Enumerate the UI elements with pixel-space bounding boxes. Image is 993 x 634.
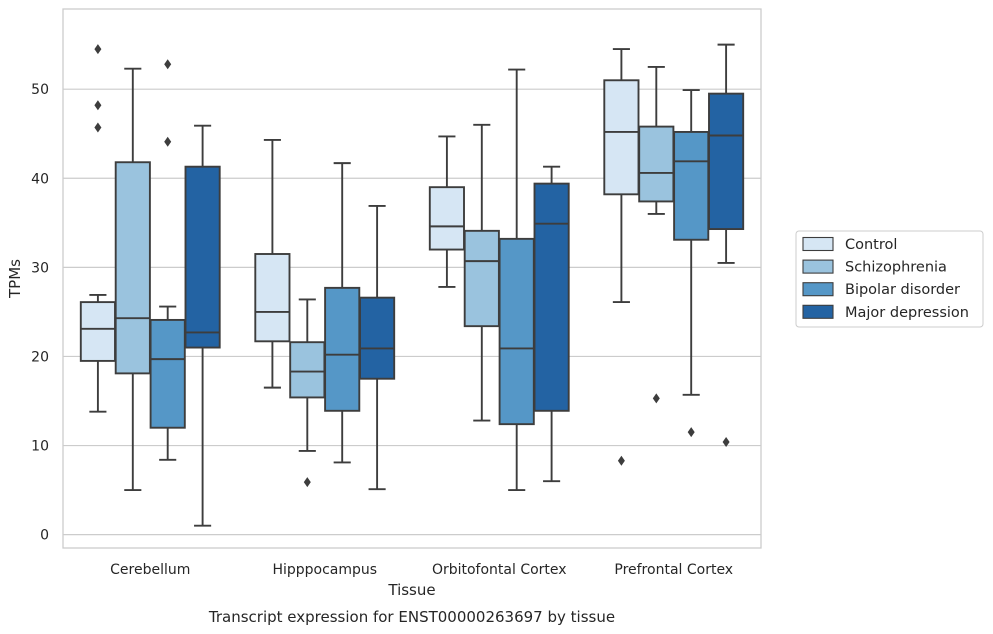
- box: [149, 318, 186, 429]
- box: [603, 79, 640, 196]
- outlier-point: [94, 44, 102, 55]
- y-tick-label: 20: [31, 349, 49, 365]
- box: [463, 229, 500, 328]
- y-tick-label: 50: [31, 82, 49, 98]
- box: [673, 130, 710, 241]
- y-axis-title: TPMs: [6, 259, 24, 299]
- legend-label: Control: [845, 237, 897, 253]
- box: [708, 92, 745, 231]
- y-tick-labels: 0 10 20 30 40 50: [31, 82, 49, 543]
- box: [114, 161, 151, 375]
- x-axis-title: Tissue: [387, 581, 435, 599]
- box: [79, 301, 116, 362]
- box: [498, 237, 535, 426]
- x-tick-label: Orbitofontal Cortex: [432, 562, 567, 578]
- box: [324, 286, 361, 412]
- outlier-point: [94, 100, 102, 111]
- box: [359, 296, 396, 380]
- outlier-point: [164, 136, 172, 147]
- outlier-point: [303, 477, 311, 488]
- legend: Control Schizophrenia Bipolar disorder Majo…: [795, 230, 984, 328]
- y-tick-label: 30: [31, 260, 49, 276]
- plot-frame: [62, 8, 762, 549]
- box: [254, 253, 291, 343]
- x-tick-labels: Cerebellum Hipppocampus Orbitofontal Corte…: [110, 562, 733, 578]
- legend-label: Bipolar disorder: [845, 282, 960, 298]
- chart-caption: Transcript expression for ENST0000026369…: [208, 608, 615, 626]
- outlier-point: [94, 122, 102, 133]
- legend-label: Major depression: [845, 305, 969, 321]
- y-tick-label: 0: [40, 528, 49, 544]
- x-tick-label: Hipppocampus: [272, 562, 377, 578]
- box-groups: [79, 43, 745, 527]
- outlier-point: [164, 59, 172, 70]
- y-tick-label: 10: [31, 439, 49, 455]
- series-control: [79, 44, 640, 466]
- series-schizophrenia: [114, 65, 675, 492]
- y-tick-label: 40: [31, 171, 49, 187]
- x-tick-label: Prefrontal Cortex: [614, 562, 733, 578]
- legend-swatch: [802, 282, 834, 297]
- x-tick-label: Cerebellum: [110, 562, 190, 578]
- outlier-point: [687, 427, 695, 438]
- outlier-point: [617, 455, 625, 466]
- legend-swatch: [802, 259, 834, 274]
- legend-label: Schizophrenia: [845, 260, 947, 276]
- legend-frame: [795, 230, 984, 328]
- box: [289, 341, 326, 399]
- legend-swatch: [802, 236, 834, 252]
- box: [428, 186, 465, 251]
- series-major-depression: [184, 43, 745, 527]
- outlier-point: [652, 393, 660, 404]
- outlier-point: [722, 436, 730, 447]
- box: [638, 125, 675, 203]
- legend-swatch: [802, 304, 834, 319]
- series-bipolar-disorder: [149, 59, 710, 492]
- box: [533, 182, 570, 412]
- box: [184, 165, 221, 349]
